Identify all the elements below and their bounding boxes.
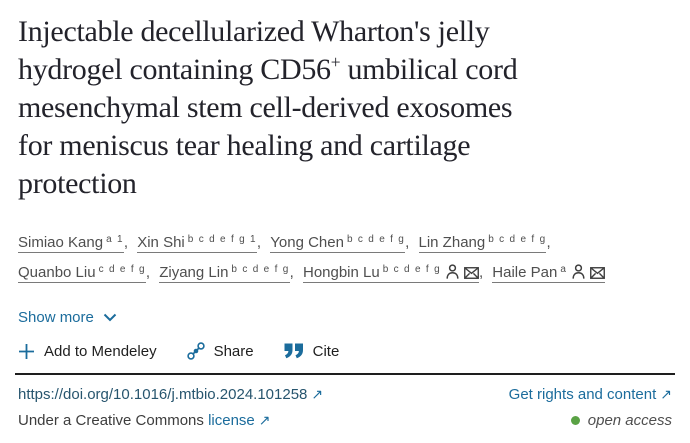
author-link[interactable]: Simiao Kang a 1 [18, 234, 124, 253]
author-separator: , [123, 234, 129, 251]
author-separator: , [289, 264, 294, 281]
author-name: Simiao Kang [18, 234, 104, 251]
title-superscript-plus: + [330, 52, 341, 72]
author-link[interactable]: Hongbin Lu b c d e f g [302, 264, 479, 283]
author-affiliation-superscript: b c d e f g [346, 234, 406, 245]
author-email-icon[interactable] [590, 267, 606, 279]
author-item: Yong Chen b c d e f g, [270, 234, 418, 253]
author-link[interactable]: Lin Zhang b c d e f g [418, 234, 547, 253]
share-icon [186, 342, 205, 360]
author-affiliation-superscript: b c d e f g 1 [187, 234, 257, 245]
author-affiliation-superscript: b c d e f g [231, 264, 290, 275]
author-affiliation-superscript: b c d e f g [488, 234, 547, 245]
cite-button[interactable]: Cite [284, 342, 340, 360]
author-affiliation-superscript: c d e f g [98, 264, 146, 275]
title-line-5: protection [18, 167, 137, 200]
author-item: Haile Pan a [492, 264, 606, 283]
title-line-2: hydrogel containing CD56+ umbilical cord [18, 52, 518, 86]
author-affiliation-superscript: a 1 [106, 234, 124, 245]
author-name: Hongbin Lu [302, 264, 380, 281]
author-separator: , [546, 234, 551, 251]
author-email-icon[interactable] [463, 267, 479, 279]
author-item: Ziyang Lin b c d e f g, [159, 264, 303, 283]
author-name: Quanbo Liu [18, 264, 96, 281]
author-item: Xin Shi b c d e f g 1, [137, 234, 270, 253]
section-divider [15, 373, 675, 375]
author-link[interactable]: Quanbo Liu c d e f g [18, 264, 146, 283]
external-link-icon: ↗ [311, 386, 324, 402]
show-more-label: Show more [18, 309, 94, 326]
external-link-icon: ↗ [258, 412, 271, 428]
author-profile-icon[interactable] [572, 264, 585, 279]
author-link[interactable]: Xin Shi b c d e f g 1 [137, 234, 257, 253]
title-line-1: Injectable decellularized Wharton's jell… [18, 15, 490, 48]
author-link[interactable]: Yong Chen b c d e f g [270, 234, 406, 253]
external-link-icon: ↗ [660, 386, 672, 402]
author-affiliation-superscript: b c d e f g [382, 264, 441, 275]
doi-row: https://doi.org/10.1016/j.mtbio.2024.101… [18, 386, 672, 403]
author-name: Xin Shi [137, 234, 185, 251]
license-link[interactable]: license ↗ [208, 412, 271, 429]
get-rights-link[interactable]: Get rights and content ↗ [508, 386, 672, 403]
license-row: Under a Creative Commons license ↗ open a… [18, 412, 672, 429]
license-text: Under a Creative Commons license ↗ [18, 412, 271, 429]
author-separator: , [405, 234, 410, 251]
open-access-badge: open access [570, 412, 672, 429]
author-affiliation-superscript: a [560, 264, 568, 275]
author-profile-icon[interactable] [446, 264, 459, 279]
author-name: Haile Pan [492, 264, 558, 281]
title-line-3: mesenchymal stem cell-derived exosomes [18, 91, 513, 124]
author-item: Lin Zhang b c d e f g, [418, 234, 556, 253]
author-separator: , [145, 264, 151, 281]
page-title: Injectable decellularized Wharton's jell… [18, 13, 672, 203]
doi-link[interactable]: https://doi.org/10.1016/j.mtbio.2024.101… [18, 386, 324, 403]
add-to-mendeley-button[interactable]: Add to Mendeley [18, 343, 157, 360]
cite-label: Cite [312, 342, 340, 360]
author-list: Simiao Kang a 1, Xin Shi b c d e f g 1, Yo… [18, 229, 670, 289]
open-access-dot-icon [570, 416, 580, 425]
author-name: Ziyang Lin [159, 264, 229, 281]
cite-quote-icon [284, 343, 304, 359]
author-item: Hongbin Lu b c d e f g, [302, 264, 492, 283]
share-button[interactable]: Share [186, 342, 254, 360]
author-item: Quanbo Liu c d e f g, [18, 264, 159, 283]
title-line-4: for meniscus tear healing and cartilage [18, 129, 471, 162]
author-separator: , [256, 234, 262, 251]
author-link[interactable]: Ziyang Lin b c d e f g [159, 264, 290, 283]
author-name: Yong Chen [270, 234, 344, 251]
show-more-button[interactable]: Show more [18, 309, 117, 326]
action-toolbar: Add to Mendeley Share Cite [18, 342, 672, 360]
chevron-down-icon [103, 309, 117, 326]
add-to-mendeley-label: Add to Mendeley [44, 342, 157, 360]
author-separator: , [478, 264, 484, 281]
plus-icon [18, 343, 35, 360]
share-label: Share [213, 342, 254, 360]
author-name: Lin Zhang [418, 234, 486, 251]
open-access-label: open access [587, 412, 672, 429]
author-item: Simiao Kang a 1, [18, 234, 137, 253]
author-link[interactable]: Haile Pan a [492, 264, 606, 283]
